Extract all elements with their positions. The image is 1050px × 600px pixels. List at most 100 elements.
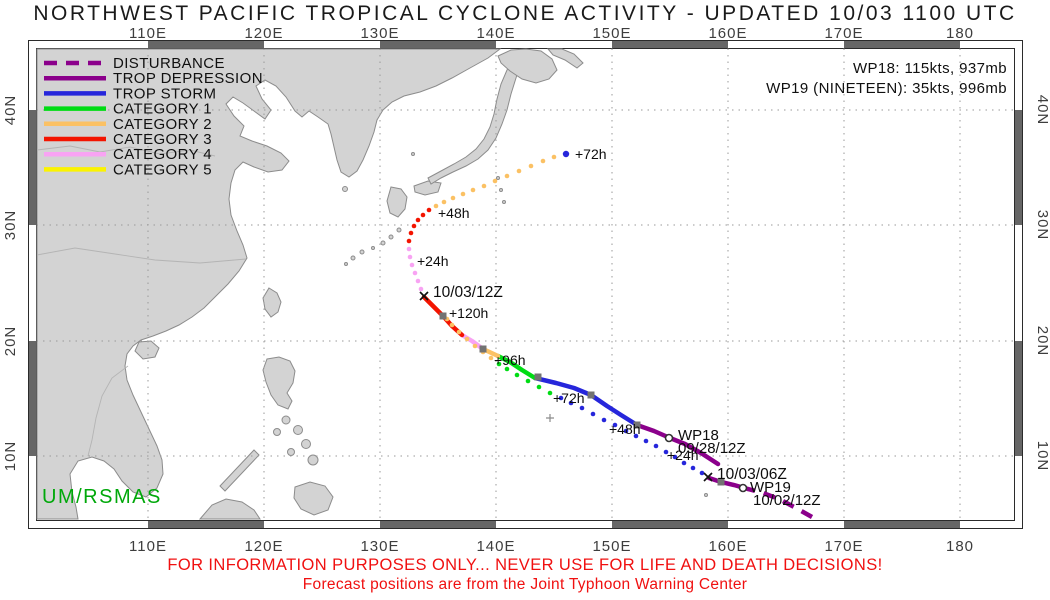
storm-info-wp19: WP19 (NINETEEN): 35kts, 996mb bbox=[766, 80, 1007, 97]
disclaimer-line2: Forecast positions are from the Joint Ty… bbox=[303, 576, 747, 593]
wp19-forecast-dots-orange bbox=[464, 336, 470, 342]
island-visayas-3 bbox=[273, 428, 281, 436]
wp18-forecast-dots-orange bbox=[450, 195, 456, 201]
wp18-forecast-dots-orange bbox=[516, 168, 522, 174]
lon-label-bottom: 110E bbox=[129, 538, 167, 555]
disclaimer-line1: FOR INFORMATION PURPOSES ONLY... NEVER U… bbox=[167, 556, 882, 574]
wp19-forecast-dots-blue bbox=[633, 433, 639, 439]
watermark: UM/RSMAS bbox=[42, 486, 162, 508]
wp18-past-track-purple bbox=[634, 422, 721, 467]
page-title: NORTHWEST PACIFIC TROPICAL CYCLONE ACTIV… bbox=[33, 2, 1016, 25]
wp19-forecast-dots-green bbox=[536, 384, 542, 390]
wp19-forecast-dots-orange bbox=[449, 322, 455, 328]
island-marker-cross bbox=[546, 414, 554, 422]
wp19-forecast-dots-blue bbox=[590, 411, 596, 417]
band-segment-left bbox=[29, 110, 37, 225]
wp18-forecast-dots-red bbox=[426, 207, 432, 213]
wp19-forecast-dots-blue bbox=[601, 417, 607, 423]
lon-label-bottom: 160E bbox=[708, 538, 747, 555]
land-hainan bbox=[134, 340, 160, 360]
wp19-forecast-dots-orange bbox=[456, 329, 462, 335]
band-segment-top bbox=[148, 41, 264, 49]
wp18-forecast-dots-red bbox=[411, 223, 417, 229]
legend-label: TROP DEPRESSION bbox=[113, 70, 263, 87]
track-layer bbox=[406, 150, 814, 519]
band-segment-top bbox=[844, 41, 960, 49]
track-label: 09/28/12Z bbox=[678, 440, 746, 457]
wp19-forecast-dots-green bbox=[504, 366, 510, 372]
track-label: 10/03/12Z bbox=[433, 284, 503, 301]
legend-label: TROP STORM bbox=[113, 85, 216, 102]
legend-label: CATEGORY 4 bbox=[113, 146, 212, 163]
islands-ryukyu bbox=[344, 227, 402, 266]
lat-label-left: 10N bbox=[2, 441, 19, 472]
lon-label-top: 170E bbox=[824, 25, 863, 42]
land-kuril bbox=[546, 48, 584, 69]
genesis-circle-marker bbox=[738, 483, 748, 493]
wp18-past-track-pink bbox=[459, 332, 486, 352]
lon-label-top: 180 bbox=[946, 25, 974, 42]
land-mainland-asia bbox=[36, 48, 502, 520]
lon-label-top: 110E bbox=[129, 25, 167, 42]
border-line-yangtze bbox=[36, 247, 247, 264]
land-palawan bbox=[219, 449, 260, 492]
islands-izu-ogasawara bbox=[411, 152, 708, 497]
wp18-forecast-dots-orange bbox=[470, 187, 476, 193]
daily-position-square bbox=[717, 478, 725, 486]
border-line-north-china bbox=[36, 145, 216, 157]
legend-label: CATEGORY 2 bbox=[113, 116, 212, 133]
wp19-forecast-dots-blue bbox=[681, 460, 687, 466]
lat-label-right: 40N bbox=[1034, 95, 1050, 126]
track-label: +24h bbox=[667, 447, 699, 463]
genesis-circle-marker bbox=[664, 433, 674, 443]
lon-label-bottom: 130E bbox=[360, 538, 399, 555]
wp19-forecast-dots-green bbox=[514, 372, 520, 378]
map-outer-frame bbox=[28, 40, 1023, 529]
land-luzon bbox=[262, 356, 296, 410]
wp18-forecast-dots-orange bbox=[504, 173, 510, 179]
lat-label-right: 20N bbox=[1034, 326, 1050, 357]
track-label: +120h bbox=[449, 305, 488, 321]
island-visayas-5 bbox=[287, 448, 295, 456]
wp19-forecast-dots-blue bbox=[672, 454, 678, 460]
band-segment-right bbox=[1014, 110, 1022, 225]
band-segment-bottom bbox=[844, 521, 960, 529]
band-segment-top bbox=[612, 41, 728, 49]
lat-label-left: 30N bbox=[2, 210, 19, 241]
island-visayas-1 bbox=[281, 415, 291, 425]
wp19-forecast-dots-blue bbox=[653, 443, 659, 449]
wp18-past-track-green bbox=[495, 353, 538, 381]
legend-label: CATEGORY 1 bbox=[113, 101, 212, 118]
wp18-forecast-dots-pink bbox=[415, 278, 421, 284]
land-kyushu bbox=[386, 186, 408, 218]
lon-label-bottom: 140E bbox=[476, 538, 515, 555]
daily-position-square bbox=[633, 421, 641, 429]
legend-label: CATEGORY 3 bbox=[113, 131, 212, 148]
track-label: 10/02/12Z bbox=[753, 492, 821, 509]
wp18-forecast-dots-orange bbox=[460, 191, 466, 197]
wp18-forecast-dots-orange bbox=[540, 158, 546, 164]
track-label: WP18 bbox=[678, 427, 719, 444]
band-segment-bottom bbox=[380, 521, 496, 529]
land-layer bbox=[36, 48, 708, 520]
land-shikoku bbox=[413, 180, 442, 196]
wp19-forecast-dots-green bbox=[496, 361, 502, 367]
wp19-forecast-dots-blue bbox=[690, 465, 696, 471]
wp19-forecast-dots-blue bbox=[623, 428, 629, 434]
wp19-forecast-dots-blue bbox=[568, 400, 574, 406]
legend-label: DISTURBANCE bbox=[113, 55, 225, 72]
wp18-forecast-dots-red bbox=[415, 217, 421, 223]
wp19-forecast-dots-blue bbox=[699, 470, 705, 476]
land-taiwan bbox=[262, 287, 282, 318]
lon-label-bottom: 170E bbox=[824, 538, 863, 555]
daily-position-square bbox=[587, 391, 595, 399]
wp18-forecast-dots-orange bbox=[551, 154, 557, 160]
wp18-forecast-dots-pink bbox=[407, 254, 413, 260]
track-label-layer: 10/03/12Z +120h +24h +48h +72h +72h +96h +48h +2… bbox=[417, 146, 821, 509]
wp18-forecast-dots-pink bbox=[412, 270, 418, 276]
wp18-forecast-dots-orange bbox=[433, 203, 439, 209]
track-label: +96h bbox=[494, 352, 526, 368]
wp19-forecast-dots-blue bbox=[558, 395, 564, 401]
land-borneo bbox=[198, 498, 261, 520]
